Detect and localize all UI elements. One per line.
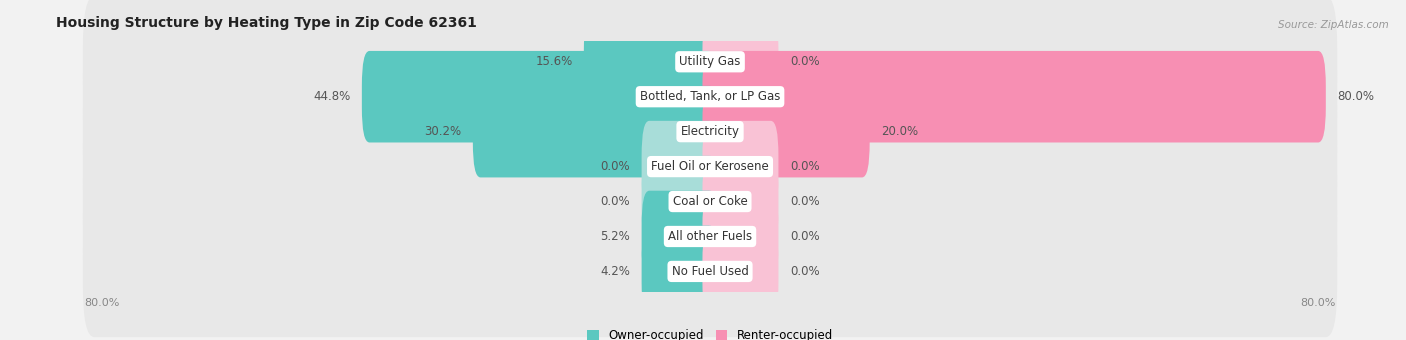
FancyBboxPatch shape — [641, 121, 717, 212]
Text: 44.8%: 44.8% — [314, 90, 350, 103]
FancyBboxPatch shape — [703, 121, 779, 212]
FancyBboxPatch shape — [703, 16, 779, 107]
FancyBboxPatch shape — [703, 51, 1326, 142]
FancyBboxPatch shape — [83, 0, 1337, 128]
Text: 0.0%: 0.0% — [600, 160, 630, 173]
Text: 0.0%: 0.0% — [790, 195, 820, 208]
Text: Utility Gas: Utility Gas — [679, 55, 741, 68]
Text: No Fuel Used: No Fuel Used — [672, 265, 748, 278]
FancyBboxPatch shape — [83, 171, 1337, 302]
Text: 20.0%: 20.0% — [882, 125, 918, 138]
FancyBboxPatch shape — [703, 191, 779, 282]
FancyBboxPatch shape — [583, 16, 717, 107]
Text: 0.0%: 0.0% — [790, 160, 820, 173]
Text: Housing Structure by Heating Type in Zip Code 62361: Housing Structure by Heating Type in Zip… — [56, 16, 477, 30]
Text: Electricity: Electricity — [681, 125, 740, 138]
Legend: Owner-occupied, Renter-occupied: Owner-occupied, Renter-occupied — [586, 329, 834, 340]
Text: 4.2%: 4.2% — [600, 265, 630, 278]
Text: 30.2%: 30.2% — [425, 125, 461, 138]
FancyBboxPatch shape — [83, 206, 1337, 337]
FancyBboxPatch shape — [83, 101, 1337, 232]
FancyBboxPatch shape — [83, 31, 1337, 163]
FancyBboxPatch shape — [361, 51, 717, 142]
FancyBboxPatch shape — [641, 226, 717, 317]
Text: 0.0%: 0.0% — [790, 265, 820, 278]
FancyBboxPatch shape — [641, 156, 717, 247]
Text: 0.0%: 0.0% — [600, 195, 630, 208]
Text: Bottled, Tank, or LP Gas: Bottled, Tank, or LP Gas — [640, 90, 780, 103]
Text: 0.0%: 0.0% — [790, 230, 820, 243]
Text: 15.6%: 15.6% — [536, 55, 572, 68]
Text: All other Fuels: All other Fuels — [668, 230, 752, 243]
Text: Coal or Coke: Coal or Coke — [672, 195, 748, 208]
FancyBboxPatch shape — [703, 86, 870, 177]
FancyBboxPatch shape — [703, 156, 779, 247]
FancyBboxPatch shape — [83, 136, 1337, 267]
Text: 80.0%: 80.0% — [1337, 90, 1374, 103]
Text: Fuel Oil or Kerosene: Fuel Oil or Kerosene — [651, 160, 769, 173]
Text: Source: ZipAtlas.com: Source: ZipAtlas.com — [1278, 20, 1389, 30]
Text: 0.0%: 0.0% — [790, 55, 820, 68]
Text: 5.2%: 5.2% — [600, 230, 630, 243]
FancyBboxPatch shape — [83, 66, 1337, 197]
FancyBboxPatch shape — [703, 226, 779, 317]
FancyBboxPatch shape — [641, 191, 717, 282]
FancyBboxPatch shape — [472, 86, 717, 177]
